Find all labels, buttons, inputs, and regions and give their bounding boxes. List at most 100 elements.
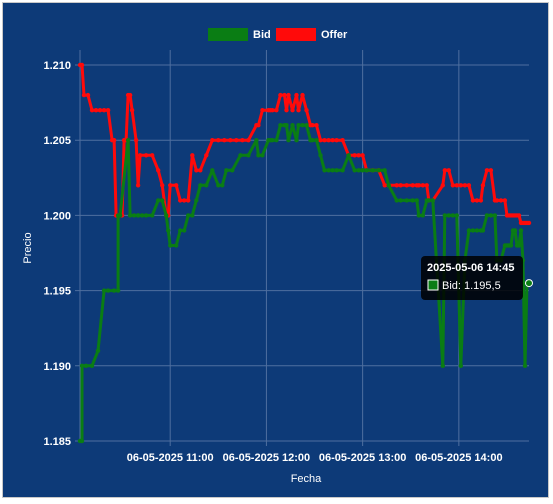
point-offer[interactable]	[410, 183, 415, 188]
point-offer[interactable]	[314, 123, 319, 128]
point-bid[interactable]	[484, 213, 490, 218]
point-offer[interactable]	[398, 183, 403, 188]
point-offer[interactable]	[97, 108, 103, 113]
point-offer[interactable]	[198, 168, 203, 173]
point-offer[interactable]	[204, 153, 209, 158]
point-offer[interactable]	[182, 198, 187, 203]
point-bid[interactable]	[156, 198, 161, 203]
point-offer[interactable]	[290, 108, 295, 113]
point-bid[interactable]	[274, 138, 279, 143]
point-offer[interactable]	[478, 198, 484, 203]
point-offer[interactable]	[127, 92, 133, 98]
point-bid[interactable]	[410, 198, 415, 203]
legend-item-bid[interactable]: Bid	[208, 28, 271, 41]
point-bid[interactable]	[420, 213, 425, 218]
point-bid[interactable]	[166, 228, 171, 233]
point-offer[interactable]	[256, 123, 261, 128]
point-bid[interactable]	[256, 153, 261, 158]
point-bid[interactable]	[326, 168, 331, 173]
point-bid[interactable]	[352, 168, 357, 173]
point-offer[interactable]	[454, 183, 459, 188]
point-bid[interactable]	[139, 213, 145, 218]
point-bid[interactable]	[304, 123, 309, 128]
point-bid[interactable]	[286, 138, 291, 143]
point-bid[interactable]	[518, 228, 524, 233]
point-bid[interactable]	[294, 138, 299, 143]
point-bid[interactable]	[115, 288, 121, 293]
point-bid[interactable]	[480, 228, 486, 233]
point-offer[interactable]	[79, 62, 85, 68]
point-bid[interactable]	[458, 363, 463, 368]
point-offer[interactable]	[488, 168, 494, 173]
point-bid[interactable]	[414, 198, 419, 203]
point-offer[interactable]	[228, 138, 233, 143]
point-offer[interactable]	[135, 183, 141, 188]
point-bid[interactable]	[182, 228, 187, 233]
point-bid[interactable]	[83, 363, 89, 368]
point-bid[interactable]	[346, 153, 351, 158]
point-offer[interactable]	[458, 183, 463, 188]
point-bid[interactable]	[79, 438, 85, 444]
point-bid[interactable]	[516, 243, 522, 248]
point-bid[interactable]	[95, 348, 101, 353]
point-bid[interactable]	[330, 168, 335, 173]
point-bid[interactable]	[360, 168, 365, 173]
point-bid[interactable]	[270, 138, 275, 143]
point-bid[interactable]	[300, 123, 305, 128]
point-offer[interactable]	[502, 198, 508, 203]
legend-item-offer[interactable]: Offer	[276, 28, 348, 41]
point-offer[interactable]	[446, 168, 451, 173]
point-offer[interactable]	[318, 138, 323, 143]
point-bid[interactable]	[404, 198, 409, 203]
point-offer[interactable]	[194, 168, 199, 173]
point-bid[interactable]	[238, 153, 243, 158]
point-bid[interactable]	[440, 363, 445, 368]
point-offer[interactable]	[498, 198, 504, 203]
point-offer[interactable]	[334, 138, 339, 143]
point-offer[interactable]	[284, 108, 289, 113]
point-offer[interactable]	[382, 183, 387, 188]
point-offer[interactable]	[516, 213, 522, 218]
point-bid[interactable]	[131, 213, 137, 218]
point-offer[interactable]	[156, 168, 161, 173]
point-bid[interactable]	[340, 168, 345, 173]
point-offer[interactable]	[466, 183, 472, 188]
point-bid[interactable]	[522, 363, 528, 368]
point-bid[interactable]	[210, 168, 215, 173]
point-offer[interactable]	[416, 183, 421, 188]
point-offer[interactable]	[526, 220, 532, 226]
point-offer[interactable]	[168, 183, 173, 188]
point-offer[interactable]	[133, 138, 139, 143]
point-offer[interactable]	[340, 138, 345, 143]
point-offer[interactable]	[352, 153, 357, 158]
point-bid[interactable]	[470, 228, 476, 233]
point-offer[interactable]	[89, 108, 95, 113]
point-bid[interactable]	[466, 228, 472, 233]
point-offer[interactable]	[216, 138, 221, 143]
point-offer[interactable]	[442, 168, 447, 173]
point-bid[interactable]	[446, 213, 451, 218]
point-offer[interactable]	[494, 198, 500, 203]
point-offer[interactable]	[150, 153, 155, 158]
point-offer[interactable]	[234, 138, 239, 143]
point-bid[interactable]	[454, 213, 459, 218]
point-bid[interactable]	[89, 363, 95, 368]
point-bid[interactable]	[125, 138, 131, 143]
point-offer[interactable]	[294, 92, 299, 98]
point-bid[interactable]	[204, 183, 209, 188]
point-bid[interactable]	[508, 243, 514, 248]
point-offer[interactable]	[174, 183, 179, 188]
hover-point[interactable]	[525, 279, 533, 288]
point-bid[interactable]	[386, 183, 391, 188]
point-offer[interactable]	[474, 198, 480, 203]
point-offer[interactable]	[246, 138, 251, 143]
point-offer[interactable]	[360, 153, 365, 158]
point-bid[interactable]	[224, 168, 229, 173]
point-offer[interactable]	[420, 183, 425, 188]
point-bid[interactable]	[376, 168, 381, 173]
point-offer[interactable]	[450, 183, 455, 188]
point-offer[interactable]	[326, 138, 331, 143]
point-offer[interactable]	[210, 138, 215, 143]
point-offer[interactable]	[137, 153, 143, 158]
point-offer[interactable]	[143, 153, 149, 158]
